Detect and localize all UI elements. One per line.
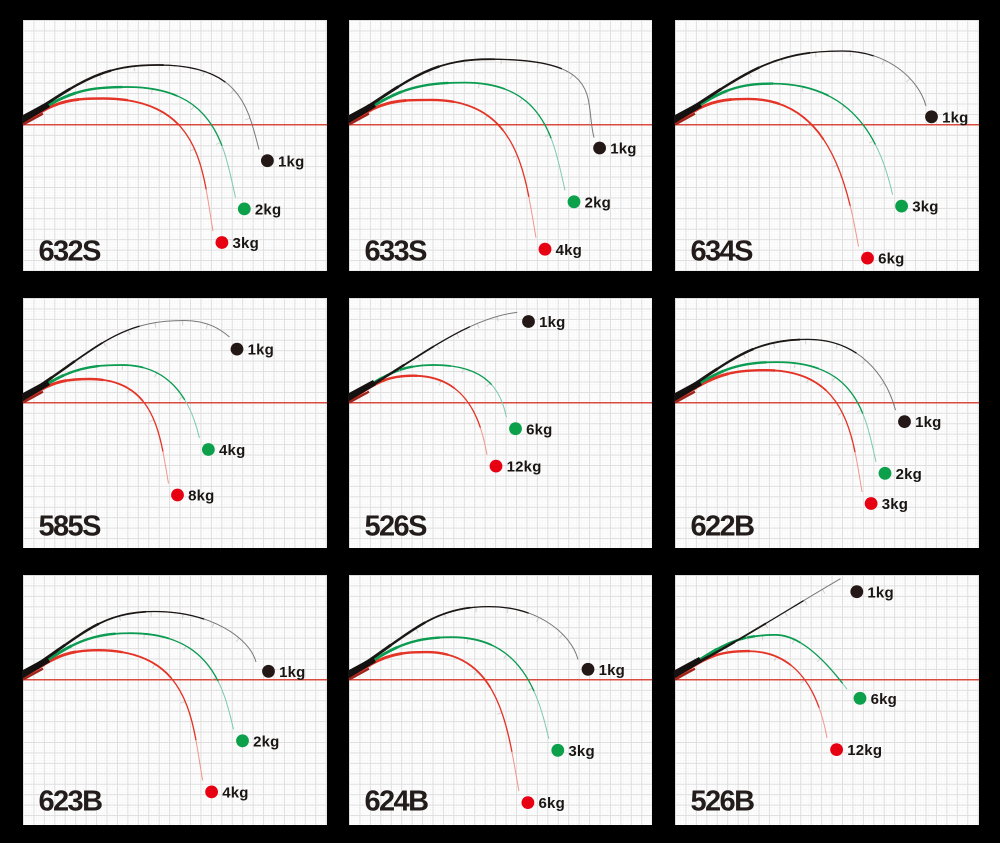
svg-text:2kg: 2kg (255, 202, 281, 219)
svg-text:12kg: 12kg (847, 742, 882, 759)
svg-text:622B: 622B (691, 511, 755, 543)
svg-text:632S: 632S (39, 236, 102, 268)
svg-text:633S: 633S (365, 236, 428, 268)
svg-text:1kg: 1kg (867, 584, 893, 601)
svg-text:1kg: 1kg (539, 314, 565, 331)
svg-text:4kg: 4kg (222, 785, 248, 802)
svg-text:6kg: 6kg (871, 691, 897, 708)
svg-text:3kg: 3kg (882, 496, 908, 513)
svg-text:526S: 526S (365, 511, 428, 543)
svg-text:1kg: 1kg (278, 153, 304, 170)
svg-text:3kg: 3kg (233, 235, 259, 252)
svg-text:1kg: 1kg (248, 342, 274, 359)
svg-text:624B: 624B (365, 786, 429, 818)
svg-text:1kg: 1kg (610, 141, 636, 158)
svg-text:2kg: 2kg (585, 194, 611, 211)
svg-text:2kg: 2kg (896, 466, 922, 483)
svg-text:585S: 585S (39, 511, 102, 543)
svg-text:526B: 526B (691, 786, 755, 818)
svg-text:634S: 634S (691, 236, 754, 268)
svg-text:12kg: 12kg (507, 459, 542, 476)
svg-text:1kg: 1kg (599, 662, 625, 679)
svg-text:2kg: 2kg (253, 733, 279, 750)
svg-text:1kg: 1kg (942, 109, 968, 126)
svg-text:6kg: 6kg (539, 795, 565, 812)
svg-text:1kg: 1kg (915, 414, 941, 431)
svg-text:3kg: 3kg (568, 743, 594, 760)
svg-text:4kg: 4kg (556, 242, 582, 259)
svg-text:6kg: 6kg (526, 421, 552, 438)
svg-text:4kg: 4kg (219, 442, 245, 459)
svg-text:3kg: 3kg (912, 199, 938, 216)
svg-text:8kg: 8kg (188, 488, 214, 505)
svg-text:1kg: 1kg (279, 664, 305, 681)
svg-text:6kg: 6kg (878, 251, 904, 268)
svg-text:623B: 623B (39, 786, 103, 818)
